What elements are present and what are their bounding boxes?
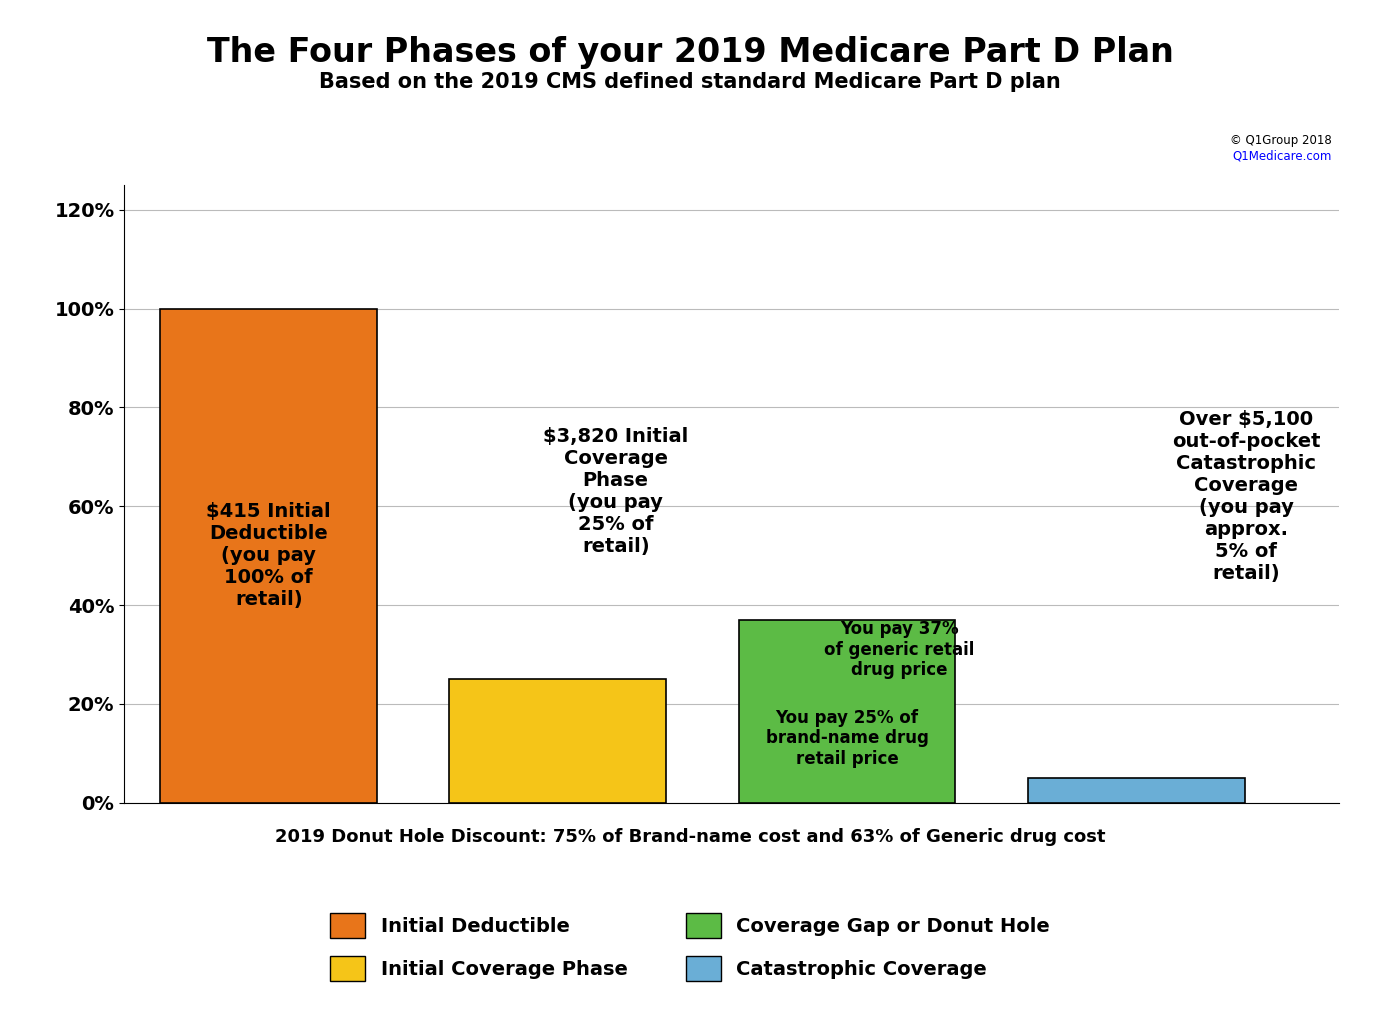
Bar bbox=[1028, 778, 1245, 803]
Text: $3,820 Initial
Coverage
Phase
(you pay
25% of
retail): $3,820 Initial Coverage Phase (you pay 2… bbox=[544, 427, 689, 556]
Text: Q1Medicare.com: Q1Medicare.com bbox=[1232, 149, 1332, 163]
Text: You pay 25% of
brand-name drug
retail price: You pay 25% of brand-name drug retail pr… bbox=[766, 709, 929, 769]
Text: © Q1Group 2018: © Q1Group 2018 bbox=[1230, 134, 1332, 147]
Text: Based on the 2019 CMS defined standard Medicare Part D plan: Based on the 2019 CMS defined standard M… bbox=[319, 72, 1061, 92]
Text: $415 Initial
Deductible
(you pay
100% of
retail): $415 Initial Deductible (you pay 100% of… bbox=[207, 502, 331, 609]
Text: The Four Phases of your 2019 Medicare Part D Plan: The Four Phases of your 2019 Medicare Pa… bbox=[207, 36, 1173, 69]
Bar bbox=[160, 309, 377, 803]
Legend: Initial Deductible, Initial Coverage Phase, Coverage Gap or Donut Hole, Catastro: Initial Deductible, Initial Coverage Pha… bbox=[322, 906, 1058, 989]
Text: 2019 Donut Hole Discount: 75% of Brand-name cost and 63% of Generic drug cost: 2019 Donut Hole Discount: 75% of Brand-n… bbox=[275, 828, 1105, 846]
Bar bbox=[450, 679, 667, 803]
Text: You pay 37%
of generic retail
drug price: You pay 37% of generic retail drug price bbox=[824, 619, 974, 679]
Bar bbox=[738, 619, 955, 803]
Text: Over $5,100
out-of-pocket
Catastrophic
Coverage
(you pay
approx.
5% of
retail): Over $5,100 out-of-pocket Catastrophic C… bbox=[1172, 410, 1321, 582]
